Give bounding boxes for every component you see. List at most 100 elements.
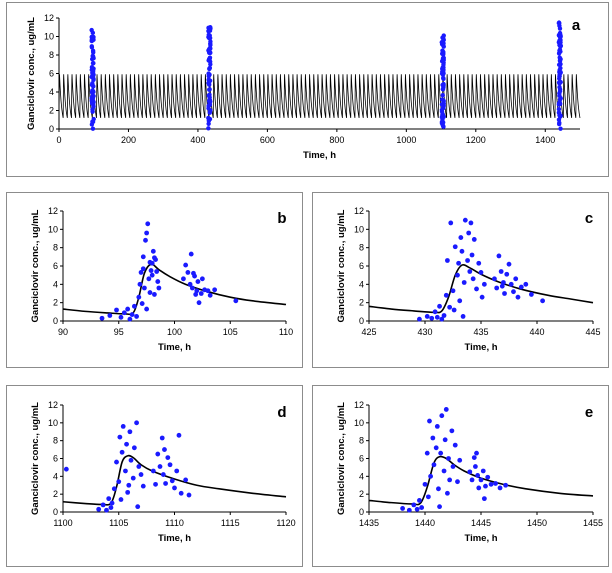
observation-point [557, 47, 563, 52]
observation-point [155, 451, 161, 457]
observation-point [441, 468, 447, 474]
y-tick-label: 12 [354, 400, 364, 410]
panel-b [6, 192, 303, 368]
observation-point [442, 437, 448, 443]
observation-point [131, 303, 137, 309]
observation-point [498, 269, 504, 274]
observation-point [432, 309, 438, 315]
observation-point [496, 253, 502, 259]
observation-point [476, 485, 482, 491]
y-tick-label: 10 [48, 418, 58, 428]
observation-point [441, 36, 446, 41]
observation-point [557, 97, 563, 102]
observation-point [455, 479, 460, 485]
observation-point [89, 44, 95, 49]
panel-c [312, 192, 609, 368]
observation-point [434, 314, 440, 320]
observation-point [523, 281, 529, 287]
observation-point [462, 217, 468, 223]
x-tick-label: 600 [260, 135, 275, 145]
observation-point [189, 285, 195, 291]
observation-point [192, 273, 197, 279]
observation-point [207, 87, 212, 92]
x-tick-label: 1455 [583, 518, 603, 528]
observation-point [557, 93, 562, 99]
observation-point [479, 294, 485, 300]
observation-point [429, 315, 435, 321]
observation-point [141, 285, 147, 291]
observation-point [556, 20, 562, 26]
observation-point [108, 505, 114, 510]
y-tick-label: 8 [49, 50, 54, 60]
observation-point [157, 464, 163, 469]
observation-point [129, 312, 135, 317]
observation-point [128, 457, 134, 463]
observation-point [441, 75, 446, 81]
observation-point [194, 288, 200, 294]
observation-point [176, 432, 182, 438]
panel-e [312, 385, 609, 567]
observation-point [469, 252, 475, 258]
x-tick-label: 110 [279, 327, 293, 337]
observation-point [144, 230, 150, 236]
observation-point [513, 276, 519, 282]
observation-point [437, 504, 442, 510]
observation-point [558, 57, 563, 62]
observation-point [475, 473, 481, 478]
predicted-curve [62, 263, 287, 316]
observation-point [443, 407, 449, 412]
x-tick-label: 200 [121, 135, 136, 145]
panel-label: e [585, 404, 593, 421]
observation-point [452, 442, 458, 448]
observation-point [466, 230, 472, 236]
observation-point [114, 459, 119, 465]
observation-point [89, 74, 94, 80]
observation-point [89, 82, 95, 88]
observation-point [455, 272, 460, 278]
observation-point [127, 429, 133, 435]
observation-point [90, 109, 95, 114]
observation-point [446, 456, 451, 461]
observation-point [183, 262, 189, 268]
y-tick-label: 4 [53, 471, 58, 481]
observation-point [445, 490, 450, 496]
y-tick-label: 4 [53, 279, 58, 289]
observation-point [207, 72, 212, 77]
panel-d [6, 385, 303, 567]
observation-point [468, 220, 474, 226]
observation-point [123, 468, 128, 474]
observation-point [152, 255, 157, 261]
panel-label: b [277, 210, 286, 227]
observation-point [458, 235, 464, 240]
observation-point [441, 44, 446, 49]
observation-point [208, 99, 213, 104]
observation-point [134, 420, 139, 426]
observation-point [140, 254, 146, 260]
observation-point [481, 496, 487, 502]
observation-point [437, 303, 442, 309]
observation-point [481, 281, 487, 287]
x-tick-label: 100 [167, 327, 182, 337]
observation-point [137, 281, 143, 287]
observation-point [140, 483, 146, 489]
observation-point [428, 473, 433, 479]
observation-point [439, 107, 445, 113]
observation-point [198, 291, 204, 296]
observation-point [557, 76, 562, 81]
observation-point [147, 290, 153, 295]
observation-point [90, 48, 96, 54]
observation-point [441, 67, 446, 72]
observation-point [138, 472, 144, 477]
observation-point [205, 288, 211, 294]
observation-point [89, 67, 94, 73]
observation-point [457, 298, 463, 304]
y-axis-label: Ganciclovir conc., ug/mL [26, 17, 37, 130]
observation-point [508, 281, 514, 287]
observation-point [208, 62, 213, 67]
observation-point [502, 291, 507, 296]
x-tick-label: 1100 [53, 518, 72, 528]
observation-point [163, 481, 168, 486]
observation-point [430, 435, 436, 441]
observation-point [518, 284, 524, 290]
observation-point [90, 30, 96, 36]
